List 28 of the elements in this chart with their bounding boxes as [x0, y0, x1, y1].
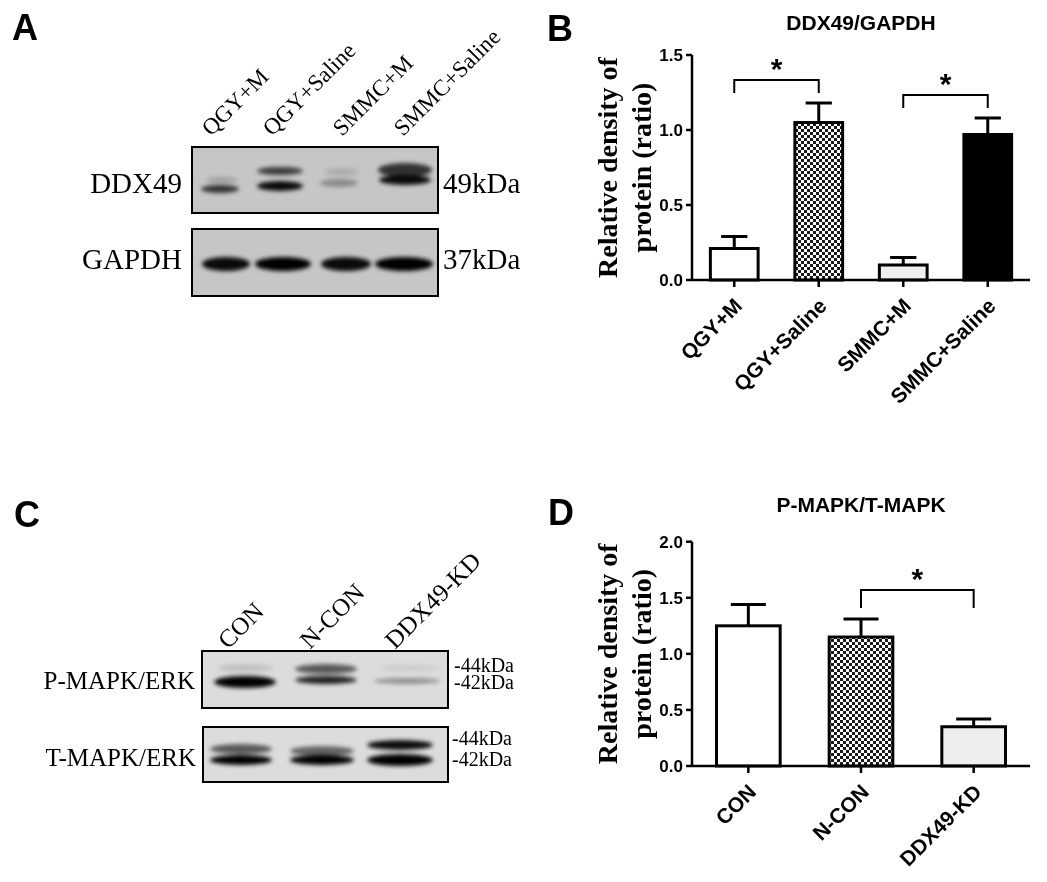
- text: P-MAPK/ERK: [43, 667, 195, 694]
- y-tick-label: 1.0: [659, 644, 683, 664]
- text: DDX49: [90, 167, 182, 199]
- y-tick-label: 2.0: [659, 532, 683, 552]
- text: C: [14, 494, 40, 535]
- y-tick-label: 0.5: [659, 700, 683, 720]
- y-axis-title: Relative density of protein (ratio): [592, 56, 657, 278]
- y-tick-label: 1.5: [659, 45, 683, 65]
- text: D: [548, 492, 574, 533]
- annotation: *: [939, 67, 952, 100]
- text: 49kDa: [443, 167, 521, 199]
- y-tick-label: 0.0: [659, 756, 683, 776]
- text: -42kDa: [452, 748, 513, 770]
- chart-title: DDX49/GAPDH: [786, 11, 936, 34]
- y-axis-title: Relative density of protein (ratio): [592, 542, 657, 765]
- chart-title: P-MAPK/T-MAPK: [776, 493, 946, 516]
- annotation: *: [770, 52, 783, 85]
- text: B: [547, 8, 573, 49]
- y-tick-label: 0.0: [659, 270, 683, 290]
- text: A: [12, 7, 38, 48]
- annotation: *: [911, 562, 924, 596]
- y-tick-label: 1.0: [659, 120, 683, 140]
- text: -44kDa: [452, 727, 513, 749]
- y-tick-label: 1.5: [659, 588, 683, 608]
- text: GAPDH: [82, 243, 183, 275]
- y-tick-label: 0.5: [659, 195, 683, 215]
- text: 37kDa: [443, 243, 521, 275]
- text: T-MAPK/ERK: [45, 744, 196, 771]
